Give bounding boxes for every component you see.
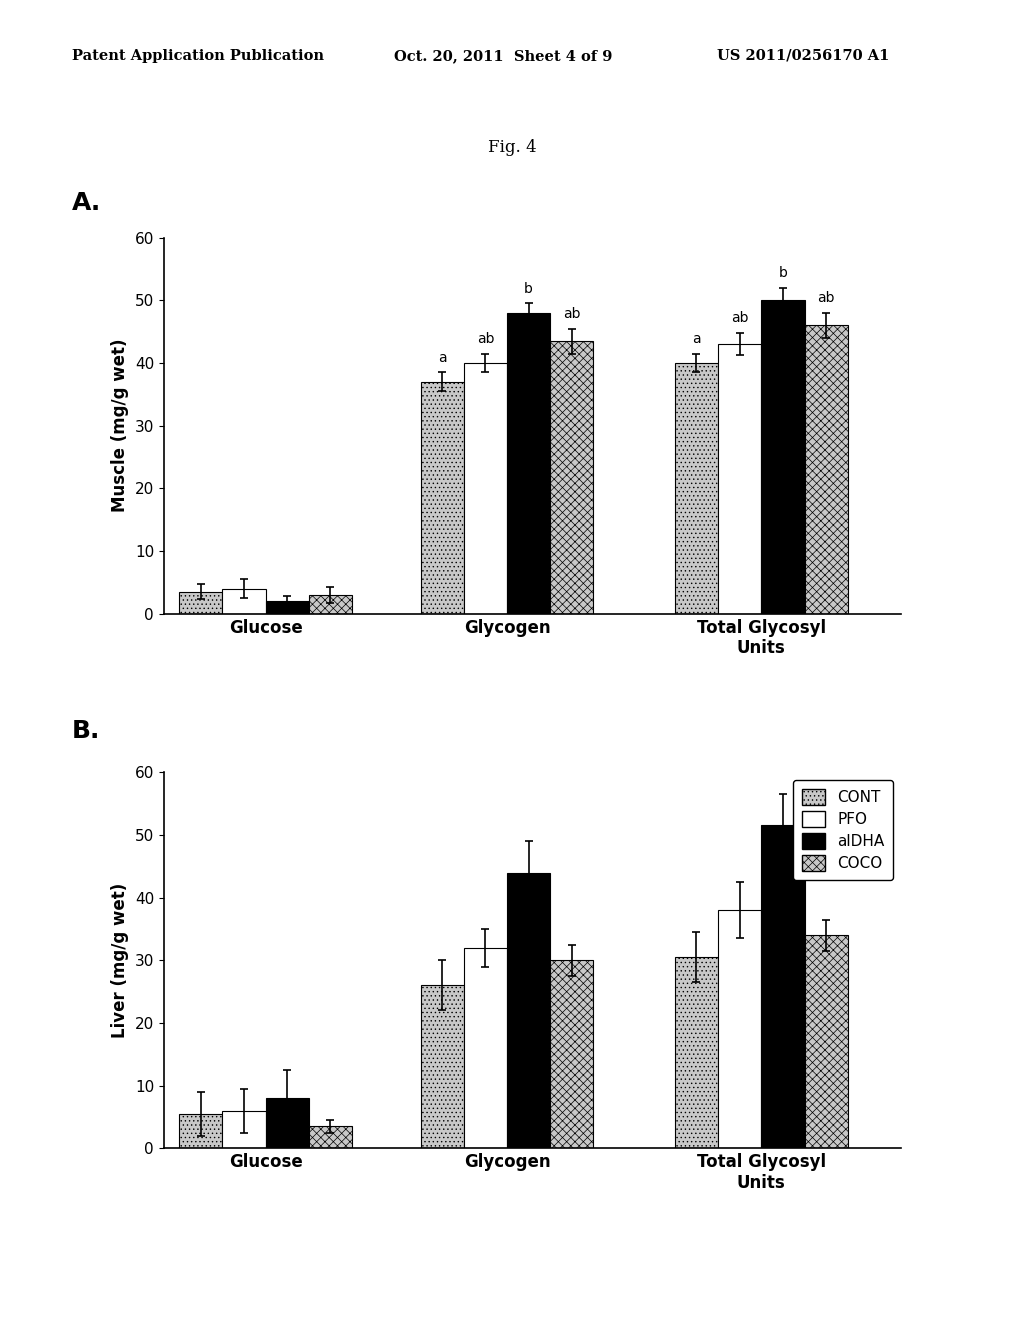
Text: ab: ab bbox=[477, 333, 495, 346]
Bar bbox=[464, 363, 507, 614]
Bar bbox=[265, 602, 309, 614]
Text: ab: ab bbox=[563, 308, 581, 321]
Bar bbox=[507, 313, 550, 614]
Bar bbox=[675, 957, 718, 1148]
Text: a: a bbox=[438, 351, 446, 364]
Y-axis label: Muscle (mg/g wet): Muscle (mg/g wet) bbox=[112, 339, 129, 512]
Bar bbox=[309, 595, 352, 614]
Bar bbox=[675, 363, 718, 614]
Bar bbox=[421, 985, 464, 1148]
Bar bbox=[421, 381, 464, 614]
Y-axis label: Liver (mg/g wet): Liver (mg/g wet) bbox=[112, 883, 129, 1038]
Bar bbox=[222, 589, 265, 614]
Bar bbox=[805, 325, 848, 614]
Text: b: b bbox=[778, 267, 787, 280]
Text: Patent Application Publication: Patent Application Publication bbox=[72, 49, 324, 63]
Bar bbox=[222, 1111, 265, 1148]
Bar bbox=[761, 300, 805, 614]
Bar bbox=[507, 873, 550, 1148]
Text: a: a bbox=[692, 333, 700, 346]
Text: A.: A. bbox=[72, 191, 101, 215]
Bar bbox=[761, 825, 805, 1148]
Bar bbox=[265, 1098, 309, 1148]
Legend: CONT, PFO, alDHA, COCO: CONT, PFO, alDHA, COCO bbox=[793, 780, 894, 880]
Bar bbox=[718, 345, 761, 614]
Bar bbox=[464, 948, 507, 1148]
Bar bbox=[550, 341, 594, 614]
Bar bbox=[718, 911, 761, 1148]
Text: Oct. 20, 2011  Sheet 4 of 9: Oct. 20, 2011 Sheet 4 of 9 bbox=[394, 49, 612, 63]
Text: ab: ab bbox=[817, 292, 835, 305]
Bar bbox=[179, 1114, 222, 1148]
Bar bbox=[805, 935, 848, 1148]
Bar bbox=[179, 591, 222, 614]
Bar bbox=[309, 1126, 352, 1148]
Text: Fig. 4: Fig. 4 bbox=[487, 139, 537, 156]
Text: B.: B. bbox=[72, 719, 100, 743]
Bar bbox=[550, 961, 594, 1148]
Text: ab: ab bbox=[731, 312, 749, 325]
Text: US 2011/0256170 A1: US 2011/0256170 A1 bbox=[717, 49, 889, 63]
Text: b: b bbox=[524, 282, 534, 296]
